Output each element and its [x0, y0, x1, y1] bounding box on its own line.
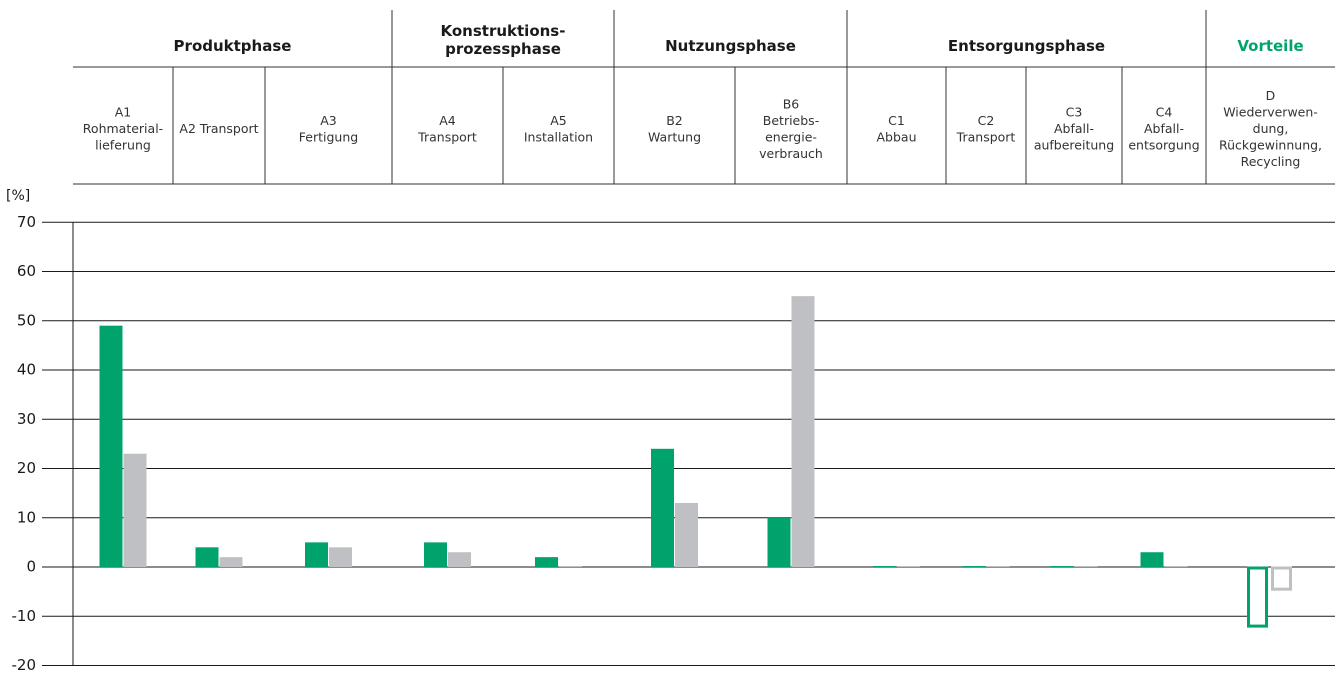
bar	[1074, 566, 1098, 568]
category-label: A3 Fertigung	[299, 112, 358, 144]
category-label: C1 Abbau	[876, 112, 916, 144]
category-label: C2 Transport	[956, 112, 1016, 144]
bar	[1050, 566, 1074, 568]
bar	[897, 566, 920, 568]
y-tick-label: -10	[12, 607, 37, 625]
bar	[1247, 566, 1268, 628]
phase-label: Vorteile	[1237, 37, 1303, 55]
bar	[986, 566, 1010, 568]
y-tick-label: 20	[17, 459, 36, 477]
bar	[873, 566, 896, 568]
y-tick-label: 40	[17, 361, 36, 379]
category-label: B6 Betriebs-energie-verbrauch	[759, 96, 823, 161]
y-tick-label: 0	[26, 558, 36, 576]
bar	[1140, 552, 1164, 567]
bar	[962, 566, 986, 568]
bar	[424, 542, 447, 567]
bar	[651, 448, 674, 567]
bar	[767, 517, 791, 567]
y-tick-label: -20	[12, 656, 37, 670]
y-tick-label: 60	[17, 262, 36, 280]
bar	[305, 542, 328, 567]
bar	[559, 566, 582, 568]
bar	[123, 453, 147, 567]
bar	[791, 296, 815, 567]
bar	[329, 547, 352, 567]
category-label: A1 Rohmaterial-lieferung	[83, 104, 163, 152]
y-tick-label: 10	[17, 508, 36, 526]
category-label: C3 Abfall-aufbereitung	[1034, 104, 1114, 152]
phase-label: Entsorgungsphase	[948, 37, 1105, 55]
y-axis-unit: [%]	[6, 188, 30, 204]
category-label: A5 Installation	[524, 112, 593, 144]
bar	[535, 557, 558, 567]
category-label: C4 Abfall-entsorgung	[1128, 104, 1199, 152]
y-tick-label: 50	[17, 311, 36, 329]
bar	[448, 552, 471, 567]
bar	[675, 502, 698, 567]
phase-label: Konstruktions-prozessphase	[441, 22, 566, 58]
y-tick-label: 30	[17, 410, 36, 428]
phase-label: Produktphase	[174, 37, 292, 55]
bar	[219, 557, 243, 567]
category-label: A4 Transport	[417, 112, 477, 144]
bar	[1164, 566, 1188, 568]
category-label: D Wiederverwen-dung, Rückgewinnung, Recycli…	[1219, 88, 1322, 169]
bar	[1271, 566, 1292, 591]
y-tick-label: 70	[17, 213, 36, 231]
category-label: A2 Transport	[179, 121, 258, 136]
bar	[195, 547, 219, 567]
phase-label: Nutzungsphase	[665, 37, 796, 55]
category-label: B2 Wartung	[648, 112, 701, 144]
bar	[99, 325, 123, 567]
